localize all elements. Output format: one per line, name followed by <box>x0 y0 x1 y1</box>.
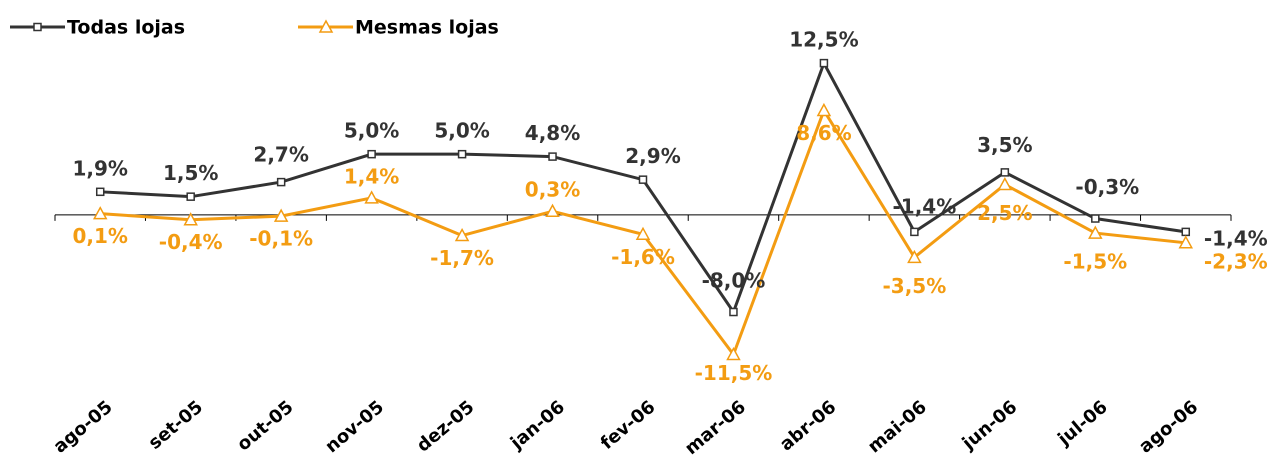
data-label: -0,4% <box>159 230 223 254</box>
data-label: 1,9% <box>72 156 127 180</box>
marker <box>454 227 470 242</box>
marker <box>548 152 557 161</box>
data-label: 0,3% <box>525 178 580 202</box>
marker <box>186 192 195 201</box>
x-tick-label: fev-06 <box>597 397 660 454</box>
data-label: 8,6% <box>796 121 851 145</box>
data-label: 3,5% <box>977 133 1032 157</box>
marker <box>1000 168 1010 177</box>
marker <box>364 190 379 204</box>
data-label: -1,5% <box>1063 250 1127 274</box>
data-label: 2,7% <box>253 143 308 167</box>
x-tick-label: jun-06 <box>958 397 1022 455</box>
data-label: -1,4% <box>892 194 956 218</box>
marker <box>819 58 829 68</box>
marker <box>729 307 738 317</box>
x-tick-label: mar-06 <box>681 397 750 460</box>
data-label: 2,5% <box>977 201 1032 225</box>
data-label: -8,0% <box>702 269 766 293</box>
data-label: -0,3% <box>1075 175 1139 199</box>
marker <box>545 203 560 217</box>
data-label: -2,3% <box>1204 249 1268 273</box>
legend-marker <box>33 22 42 32</box>
x-tick-label: abr-06 <box>776 397 840 456</box>
data-label: 5,0% <box>344 119 399 143</box>
marker <box>92 206 108 220</box>
data-label: 2,9% <box>625 144 680 168</box>
data-label: -1,7% <box>430 246 494 270</box>
data-label: -1,6% <box>611 245 675 269</box>
x-tick-label: dez-05 <box>413 397 479 457</box>
data-label: -1,4% <box>1204 226 1268 250</box>
marker <box>367 149 376 159</box>
marker <box>1181 227 1191 237</box>
data-label: -11,5% <box>695 361 773 385</box>
x-tick-label: mai-06 <box>864 397 931 458</box>
x-tick-label: nov-05 <box>321 397 388 458</box>
x-tick-label: jul-06 <box>1053 397 1111 451</box>
marker <box>638 175 648 184</box>
data-label: 4,8% <box>525 121 580 145</box>
x-tick-label: out-05 <box>233 397 297 456</box>
data-label: 1,5% <box>163 161 218 185</box>
marker <box>907 249 922 264</box>
marker <box>816 102 832 117</box>
marker <box>997 176 1013 191</box>
x-tick-label: ago-06 <box>1135 397 1202 458</box>
data-label: 1,4% <box>344 164 399 188</box>
marker <box>635 226 651 241</box>
legend-label: Todas lojas <box>67 17 185 39</box>
legend-label: Mesmas lojas <box>355 17 499 39</box>
marker <box>276 177 286 187</box>
marker <box>183 212 198 226</box>
x-tick-label: jan-06 <box>506 397 569 455</box>
marker <box>1178 235 1194 249</box>
marker <box>273 208 289 222</box>
legend-marker <box>318 19 334 33</box>
marker <box>1091 214 1100 223</box>
marker <box>1088 225 1103 239</box>
x-tick-label: ago-05 <box>50 397 117 458</box>
series-line <box>100 59 1186 316</box>
data-label: -0,1% <box>249 227 313 251</box>
data-label: 12,5% <box>789 28 858 52</box>
data-label: 0,1% <box>72 224 127 248</box>
data-label: -3,5% <box>882 274 946 298</box>
marker <box>95 187 105 197</box>
marker <box>910 227 919 237</box>
marker <box>457 149 467 159</box>
data-label: 5,0% <box>434 119 489 143</box>
marker <box>726 346 741 361</box>
x-tick-label: set-05 <box>145 397 208 454</box>
